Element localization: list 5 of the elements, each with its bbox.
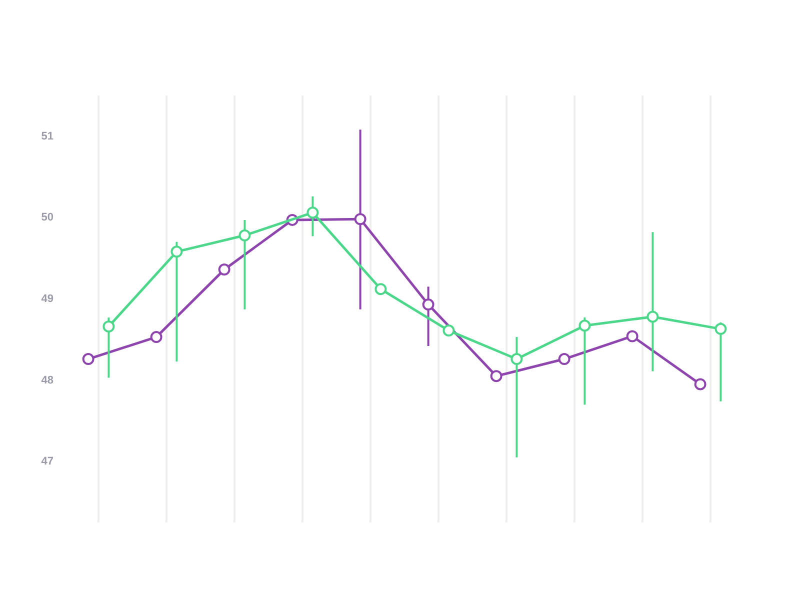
y-tick-label: 49 xyxy=(41,293,54,306)
y-tick-label: 51 xyxy=(41,130,54,142)
y-tick-label: 47 xyxy=(41,456,54,468)
y-tick-label: 48 xyxy=(41,374,54,386)
y-tick-label: 50 xyxy=(41,212,54,224)
